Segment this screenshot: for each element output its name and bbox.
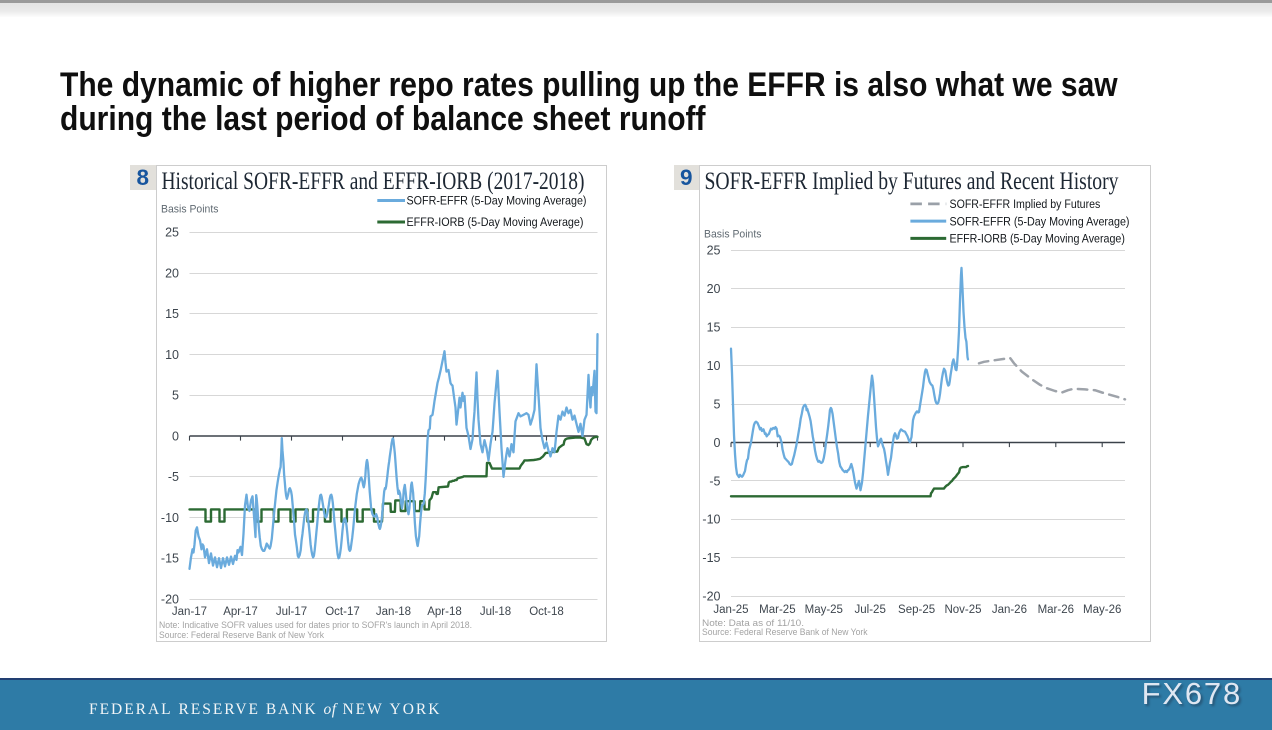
svg-text:Source: Federal Reserve Bank o: Source: Federal Reserve Bank of New York — [702, 626, 868, 637]
svg-text:10: 10 — [707, 359, 721, 373]
svg-text:SOFR-EFFR (5-Day Moving Averag: SOFR-EFFR (5-Day Moving Average) — [406, 194, 586, 208]
svg-text:Jan-17: Jan-17 — [171, 606, 206, 618]
svg-text:0: 0 — [172, 429, 179, 443]
svg-text:Mar-26: Mar-26 — [1038, 604, 1074, 616]
svg-text:25: 25 — [165, 226, 179, 240]
svg-text:-10: -10 — [702, 513, 720, 527]
svg-text:-10: -10 — [160, 511, 178, 525]
svg-text:Jan-26: Jan-26 — [992, 604, 1027, 616]
svg-text:Sep-25: Sep-25 — [898, 604, 935, 616]
svg-text:May-26: May-26 — [1083, 604, 1121, 616]
svg-text:-15: -15 — [160, 552, 178, 566]
svg-text:-20: -20 — [160, 592, 178, 606]
svg-text:15: 15 — [165, 307, 179, 321]
svg-text:Basis Points: Basis Points — [704, 228, 762, 240]
svg-text:May-25: May-25 — [805, 604, 843, 616]
svg-text:Jul-25: Jul-25 — [855, 604, 886, 616]
svg-text:SOFR-EFFR Implied by Futures: SOFR-EFFR Implied by Futures — [950, 197, 1101, 211]
svg-text:Jan-18: Jan-18 — [375, 606, 410, 618]
svg-text:EFFR-IORB (5-Day Moving Averag: EFFR-IORB (5-Day Moving Average) — [406, 215, 583, 229]
svg-text:25: 25 — [707, 244, 721, 258]
svg-text:Oct-18: Oct-18 — [529, 606, 564, 618]
svg-text:10: 10 — [165, 348, 179, 362]
svg-text:Jul-18: Jul-18 — [479, 606, 510, 618]
svg-text:15: 15 — [707, 320, 721, 334]
svg-text:Apr-18: Apr-18 — [427, 606, 462, 618]
svg-text:Note: Indicative SOFR values u: Note: Indicative SOFR values used for da… — [159, 619, 472, 630]
svg-text:5: 5 — [714, 397, 721, 411]
svg-text:20: 20 — [165, 266, 179, 280]
svg-text:0: 0 — [714, 436, 721, 450]
svg-text:Basis Points: Basis Points — [161, 204, 219, 216]
svg-text:-20: -20 — [702, 590, 720, 604]
svg-text:-5: -5 — [709, 474, 720, 488]
svg-text:Historical SOFR-EFFR and EFFR-: Historical SOFR-EFFR and EFFR-IORB (2017… — [161, 168, 584, 195]
svg-text:Oct-17: Oct-17 — [325, 606, 360, 618]
svg-text:SOFR-EFFR (5-Day Moving Averag: SOFR-EFFR (5-Day Moving Average) — [950, 214, 1130, 228]
svg-text:SOFR-EFFR Implied by Futures a: SOFR-EFFR Implied by Futures and Recent … — [705, 168, 1119, 195]
svg-text:Jan-25: Jan-25 — [713, 604, 748, 616]
svg-text:20: 20 — [707, 282, 721, 296]
svg-text:Jul-17: Jul-17 — [275, 606, 306, 618]
svg-text:Note: Data as of 11/10.: Note: Data as of 11/10. — [702, 617, 804, 628]
svg-text:5: 5 — [172, 389, 179, 403]
svg-text:Apr-17: Apr-17 — [223, 606, 258, 618]
svg-text:Mar-25: Mar-25 — [759, 604, 795, 616]
svg-text:Nov-25: Nov-25 — [944, 604, 981, 616]
svg-text:Source: Federal Reserve Bank o: Source: Federal Reserve Bank of New York — [159, 629, 324, 640]
svg-text:-5: -5 — [167, 470, 178, 484]
svg-text:-15: -15 — [702, 551, 720, 565]
svg-text:EFFR-IORB (5-Day Moving Averag: EFFR-IORB (5-Day Moving Average) — [950, 232, 1125, 246]
